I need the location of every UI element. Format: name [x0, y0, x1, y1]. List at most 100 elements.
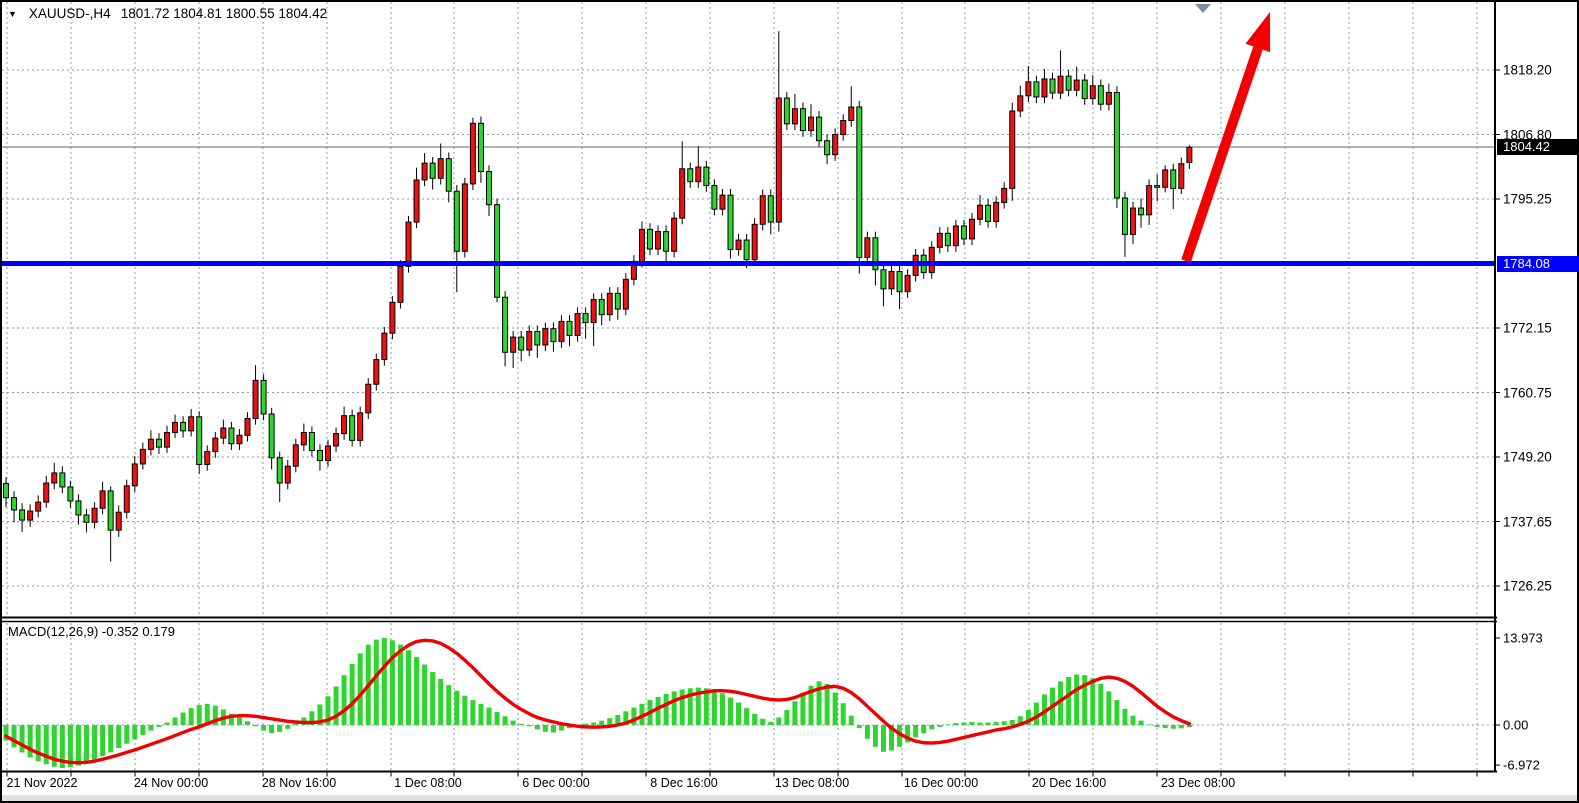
candle[interactable]: [115, 511, 122, 531]
candle[interactable]: [566, 320, 573, 336]
candle[interactable]: [864, 237, 871, 258]
candle[interactable]: [1105, 91, 1112, 105]
candle[interactable]: [139, 448, 146, 465]
candle[interactable]: [550, 328, 557, 343]
candle[interactable]: [614, 292, 621, 310]
candle[interactable]: [679, 168, 686, 219]
candle[interactable]: [638, 228, 645, 262]
candle[interactable]: [1001, 187, 1008, 203]
candle[interactable]: [727, 194, 734, 251]
candle[interactable]: [687, 168, 694, 183]
candle[interactable]: [848, 106, 855, 122]
candle[interactable]: [147, 438, 154, 450]
candle[interactable]: [1049, 78, 1056, 94]
candle[interactable]: [172, 421, 179, 434]
candle[interactable]: [1097, 85, 1104, 105]
candle[interactable]: [155, 438, 162, 448]
candle[interactable]: [59, 472, 66, 488]
candle[interactable]: [606, 292, 613, 316]
candle[interactable]: [445, 158, 452, 192]
candle[interactable]: [236, 434, 243, 445]
candle[interactable]: [204, 451, 211, 466]
candle[interactable]: [252, 379, 259, 419]
candle[interactable]: [180, 421, 187, 432]
candle[interactable]: [341, 415, 348, 435]
candle[interactable]: [1154, 185, 1161, 188]
candle[interactable]: [872, 237, 879, 271]
candle[interactable]: [91, 507, 98, 523]
candle[interactable]: [333, 433, 340, 447]
candle[interactable]: [389, 301, 396, 334]
shift-marker-icon[interactable]: [1195, 4, 1211, 13]
candle[interactable]: [791, 108, 798, 125]
candle[interactable]: [799, 108, 806, 132]
candle[interactable]: [542, 328, 549, 346]
candle[interactable]: [220, 427, 227, 439]
candle[interactable]: [11, 497, 18, 511]
candle[interactable]: [461, 183, 468, 252]
candle[interactable]: [510, 336, 517, 353]
candle[interactable]: [51, 472, 58, 484]
candle[interactable]: [1113, 91, 1120, 199]
candle[interactable]: [469, 122, 476, 185]
candle[interactable]: [1162, 169, 1169, 188]
candle[interactable]: [1178, 163, 1185, 189]
candle[interactable]: [960, 225, 967, 240]
candle[interactable]: [19, 509, 26, 521]
candle[interactable]: [767, 195, 774, 223]
candle[interactable]: [928, 246, 935, 274]
candle[interactable]: [735, 239, 742, 251]
candle[interactable]: [1146, 185, 1153, 216]
candle[interactable]: [43, 482, 50, 503]
candle[interactable]: [824, 140, 831, 156]
candle[interactable]: [83, 514, 90, 523]
candle[interactable]: [1170, 169, 1177, 189]
candle[interactable]: [1081, 79, 1088, 100]
candle[interactable]: [99, 490, 106, 509]
candle[interactable]: [574, 313, 581, 336]
candle[interactable]: [316, 449, 323, 462]
candle[interactable]: [783, 97, 790, 125]
candle[interactable]: [655, 231, 662, 250]
candle[interactable]: [27, 510, 34, 521]
candle[interactable]: [3, 483, 9, 499]
candle[interactable]: [703, 166, 710, 187]
candle[interactable]: [719, 194, 726, 210]
candle[interactable]: [260, 379, 267, 415]
candle[interactable]: [1025, 81, 1032, 97]
candle[interactable]: [751, 223, 758, 261]
candle[interactable]: [663, 231, 670, 252]
candle[interactable]: [888, 270, 895, 290]
candle[interactable]: [759, 195, 766, 225]
candle[interactable]: [944, 232, 951, 247]
candle[interactable]: [816, 116, 823, 142]
candle[interactable]: [985, 204, 992, 223]
candle[interactable]: [1041, 78, 1048, 98]
candle[interactable]: [582, 313, 589, 324]
candle[interactable]: [1017, 95, 1024, 112]
candle[interactable]: [381, 332, 388, 361]
candle[interactable]: [164, 432, 170, 448]
candle[interactable]: [437, 158, 444, 179]
candle[interactable]: [268, 413, 275, 459]
candle[interactable]: [75, 500, 82, 516]
candle[interactable]: [711, 185, 718, 210]
candle[interactable]: [228, 427, 235, 445]
candle[interactable]: [131, 463, 138, 487]
candle[interactable]: [1089, 85, 1096, 100]
candle[interactable]: [1009, 110, 1016, 189]
candle[interactable]: [936, 232, 943, 248]
candle[interactable]: [1073, 79, 1080, 91]
candle[interactable]: [880, 269, 887, 290]
candle[interactable]: [856, 106, 863, 258]
candle[interactable]: [590, 299, 597, 324]
candle[interactable]: [1138, 207, 1145, 216]
candle[interactable]: [993, 201, 1000, 223]
candle[interactable]: [421, 162, 428, 181]
candle[interactable]: [276, 457, 283, 484]
candle[interactable]: [671, 217, 678, 252]
candle[interactable]: [969, 218, 975, 240]
candle[interactable]: [832, 134, 839, 156]
trend-arrow-head[interactable]: [1245, 12, 1271, 53]
candle[interactable]: [196, 416, 203, 466]
